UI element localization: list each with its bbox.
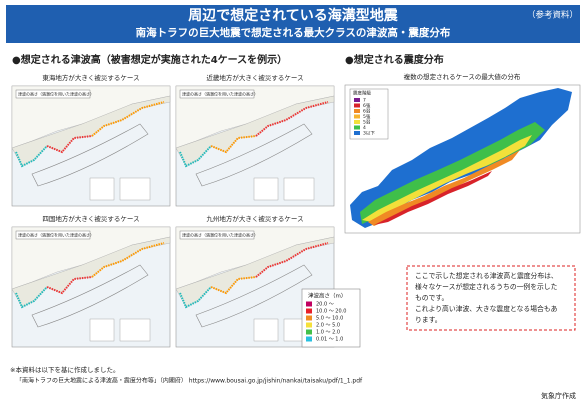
- note-box: [179, 230, 255, 240]
- coast-center: [46, 276, 93, 295]
- notice-line: 様々なケースが想定されるうちの一例を示した: [415, 282, 558, 291]
- legend-label: 6弱: [363, 109, 371, 115]
- map-caption: 東海地方が大きく被災するケース: [42, 73, 139, 82]
- zone-5: [362, 135, 532, 222]
- legend-label: 1.0 ～ 2.0: [316, 330, 340, 336]
- legend-label: 0.01 ～ 1.0: [316, 337, 343, 343]
- legend-swatch: [354, 98, 360, 102]
- notice-box: [406, 265, 576, 331]
- header-band: [6, 5, 580, 43]
- source-intro: ※本資料は以下を基に作成しました。: [10, 365, 119, 374]
- legend-swatch: [306, 336, 312, 342]
- legend-label: 4: [363, 125, 366, 131]
- legend-label: 5.0 ～ 10.0: [316, 316, 343, 322]
- legend-label: 3以下: [363, 131, 375, 137]
- tsunami-legend: 津波高さ（m） 20.0 ～10.0 ～ 20.05.0 ～ 10.02.0 ～…: [301, 288, 361, 348]
- source: 「南海トラフの巨大地震による津波高・震度分布等」（内閣府） https://ww…: [16, 377, 363, 385]
- trough-area: [31, 264, 149, 328]
- note-box: [15, 89, 91, 99]
- notice-line: ります。: [415, 316, 442, 324]
- legend-swatch: [354, 120, 360, 124]
- zone-6-lower: [368, 150, 520, 226]
- coast-center: [210, 135, 257, 154]
- trough-area: [195, 264, 313, 328]
- zone-6-upper: [374, 171, 492, 225]
- credit: 気象庁作成: [541, 391, 576, 400]
- legend-label: 7: [363, 98, 366, 104]
- coast-west: [179, 145, 212, 168]
- legend-label: 6強: [363, 102, 371, 109]
- intensity-legend-box: [349, 88, 389, 140]
- legend-swatch: [354, 131, 360, 135]
- coast-west: [15, 286, 48, 309]
- map-caption: 四国地方が大きく被災するケース: [42, 214, 139, 223]
- legend-swatch: [306, 329, 312, 335]
- coast-east: [91, 101, 165, 137]
- intensity-heading: ●想定される震度分布: [345, 53, 444, 66]
- legend-swatch: [306, 315, 312, 321]
- inset: [253, 318, 279, 342]
- inset: [253, 177, 279, 201]
- inset: [89, 177, 115, 201]
- tsunami-heading: ●想定される津波高（被害想定が実施された4ケースを例示）: [12, 53, 287, 66]
- trough-area: [195, 123, 313, 187]
- coast-west: [15, 145, 48, 168]
- legend-swatch: [354, 109, 360, 113]
- map-note: 津波の高さ（満潮位を用いた津波の高さ）: [182, 91, 258, 97]
- map-caption: 九州地方が大きく被災するケース: [206, 214, 303, 223]
- note-box: [179, 89, 255, 99]
- note-box: [15, 230, 91, 240]
- legend-swatch: [354, 103, 360, 108]
- intensity-caption: 複数の想定されるケースの最大値の分布: [404, 72, 521, 81]
- legend-label: 5弱: [363, 120, 371, 126]
- intensity-legend-title: 震度階級: [353, 90, 371, 97]
- notice-line: これより高い津波、大きな震度となる場合もあ: [415, 304, 558, 313]
- legend-title: 津波高さ（m）: [308, 292, 346, 300]
- legend-swatch: [306, 308, 312, 314]
- title: 周辺で想定されている海溝型地震: [188, 7, 399, 24]
- legend-label: 5強: [363, 113, 371, 120]
- inset: [89, 318, 115, 342]
- legend-swatch: [306, 301, 312, 307]
- inset: [119, 177, 151, 201]
- legend-swatch: [354, 125, 360, 130]
- coast-center: [210, 276, 257, 295]
- map-note: 津波の高さ（満潮位を用いた津波の高さ）: [18, 91, 94, 97]
- legend-label: 10.0 ～ 20.0: [316, 309, 346, 315]
- coast-east: [255, 242, 329, 278]
- notice-line: ものです。: [415, 294, 448, 302]
- inset: [119, 318, 151, 342]
- coast-center: [46, 135, 93, 154]
- legend-swatch: [306, 322, 312, 328]
- legend-label: 20.0 ～: [316, 302, 334, 308]
- trough-area: [31, 123, 149, 187]
- legend-label: 2.0 ～ 5.0: [316, 323, 340, 329]
- tsunami-maps: 東海地方が大きく被災するケース津波の高さ（満潮位を用いた津波の高さ）近畿地方が大…: [11, 73, 335, 348]
- map-note: 津波の高さ（満潮位を用いた津波の高さ）: [18, 232, 94, 238]
- notice-line: ここで示した想定される津波高と震度分布は、: [415, 271, 558, 280]
- subtitle: 南海トラフの巨大地震で想定される最大クラスの津波高・震度分布: [136, 26, 451, 39]
- legend-swatch: [354, 114, 360, 119]
- tag: （参考資料）: [527, 10, 578, 21]
- map-caption: 近畿地方が大きく被災するケース: [206, 73, 303, 82]
- map-note: 津波の高さ（満潮位を用いた津波の高さ）: [182, 232, 258, 238]
- coast-east: [91, 242, 165, 278]
- coast-east: [255, 101, 329, 137]
- coast-west: [179, 286, 212, 309]
- inset: [283, 177, 315, 201]
